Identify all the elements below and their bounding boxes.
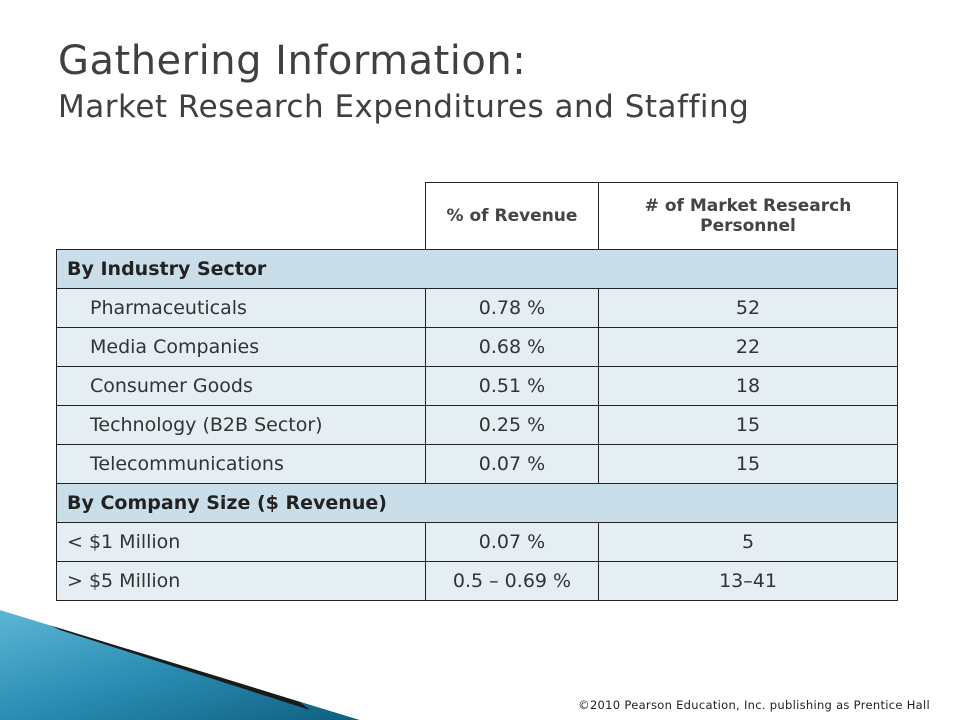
row-personnel: 15 <box>598 405 898 445</box>
row-personnel: 5 <box>598 522 898 562</box>
row-personnel: 18 <box>598 366 898 406</box>
header-revenue: % of Revenue <box>425 182 599 250</box>
row-revenue: 0.07 % <box>425 444 599 484</box>
row-personnel: 52 <box>598 288 898 328</box>
decorative-wedge <box>0 602 380 720</box>
row-revenue: 0.78 % <box>425 288 599 328</box>
table-row: Media Companies 0.68 % 22 <box>56 327 898 367</box>
row-personnel: 22 <box>598 327 898 367</box>
row-name: Consumer Goods <box>56 366 426 406</box>
row-revenue: 0.07 % <box>425 522 599 562</box>
section-row: By Company Size ($ Revenue) <box>56 483 898 523</box>
title-line-2: Market Research Expenditures and Staffin… <box>58 89 750 125</box>
row-name: > $5 Million <box>56 561 426 601</box>
row-revenue: 0.68 % <box>425 327 599 367</box>
table-row: Pharmaceuticals 0.78 % 52 <box>56 288 898 328</box>
row-revenue: 0.5 – 0.69 % <box>425 561 599 601</box>
title-line-1: Gathering Information: <box>58 38 527 84</box>
table-row: Consumer Goods 0.51 % 18 <box>56 366 898 406</box>
row-name: Telecommunications <box>56 444 426 484</box>
table-row: Technology (B2B Sector) 0.25 % 15 <box>56 405 898 445</box>
row-personnel: 15 <box>598 444 898 484</box>
table-row: < $1 Million 0.07 % 5 <box>56 522 898 562</box>
copyright-footer: ©2010 Pearson Education, Inc. publishing… <box>578 698 930 712</box>
header-personnel: # of Market Research Personnel <box>598 182 898 250</box>
row-name: < $1 Million <box>56 522 426 562</box>
table-header-row: % of Revenue # of Market Research Person… <box>56 182 898 250</box>
section-label: By Company Size ($ Revenue) <box>56 483 898 523</box>
header-blank-cell <box>56 182 426 250</box>
row-personnel: 13–41 <box>598 561 898 601</box>
table-row: > $5 Million 0.5 – 0.69 % 13–41 <box>56 561 898 601</box>
white-stripe-shape <box>0 602 380 720</box>
row-revenue: 0.25 % <box>425 405 599 445</box>
section-label: By Industry Sector <box>56 249 898 289</box>
row-name: Media Companies <box>56 327 426 367</box>
market-research-table: % of Revenue # of Market Research Person… <box>56 182 898 601</box>
section-row: By Industry Sector <box>56 249 898 289</box>
row-revenue: 0.51 % <box>425 366 599 406</box>
slide-title: Gathering Information: Market Research E… <box>58 36 938 128</box>
row-name: Technology (B2B Sector) <box>56 405 426 445</box>
table-row: Telecommunications 0.07 % 15 <box>56 444 898 484</box>
row-name: Pharmaceuticals <box>56 288 426 328</box>
